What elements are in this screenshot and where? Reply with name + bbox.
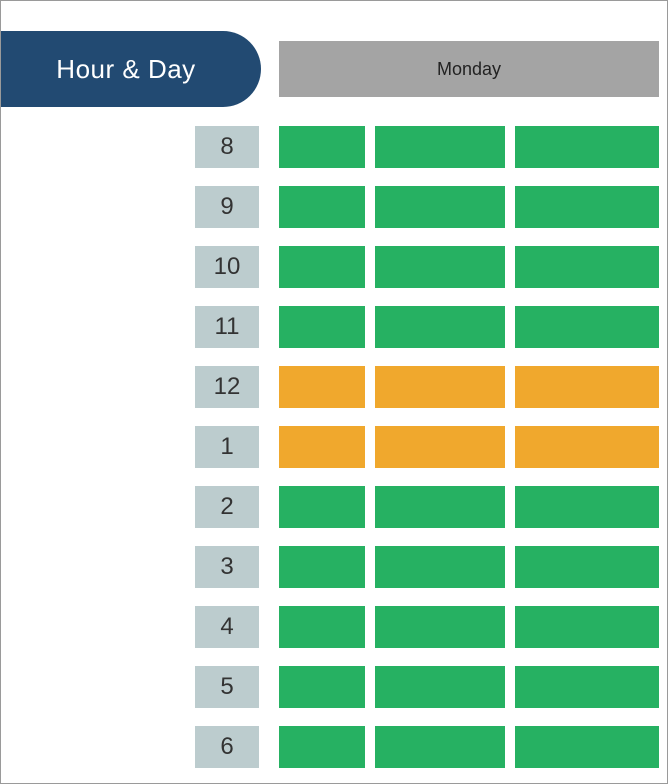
time-slot (515, 306, 659, 348)
time-slot (515, 606, 659, 648)
time-slot (279, 666, 365, 708)
time-slot (515, 246, 659, 288)
time-slot (375, 306, 505, 348)
time-slot (515, 546, 659, 588)
time-slot (515, 726, 659, 768)
time-slot (279, 426, 365, 468)
hour-cell: 4 (195, 606, 259, 648)
time-slot (375, 246, 505, 288)
schedule-row: 6 (195, 726, 659, 768)
time-slot (375, 726, 505, 768)
day-header: Monday (279, 41, 659, 97)
time-slot (375, 486, 505, 528)
time-slot (279, 606, 365, 648)
hour-cell: 10 (195, 246, 259, 288)
schedule-row: 3 (195, 546, 659, 588)
time-slot (279, 546, 365, 588)
schedule-row: 11 (195, 306, 659, 348)
schedule-row: 5 (195, 666, 659, 708)
time-slot (375, 606, 505, 648)
title-text: Hour & Day (56, 54, 195, 85)
schedule-row: 2 (195, 486, 659, 528)
time-slot (375, 546, 505, 588)
day-label: Monday (437, 59, 501, 80)
hour-cell: 9 (195, 186, 259, 228)
time-slot (375, 426, 505, 468)
time-slot (515, 366, 659, 408)
hour-cell: 12 (195, 366, 259, 408)
time-slot (279, 726, 365, 768)
hour-cell: 2 (195, 486, 259, 528)
time-slot (515, 426, 659, 468)
time-slot (375, 186, 505, 228)
schedule-row: 8 (195, 126, 659, 168)
time-slot (375, 366, 505, 408)
time-slot (279, 486, 365, 528)
title-pill: Hour & Day (0, 31, 261, 107)
time-slot (279, 306, 365, 348)
time-slot (515, 126, 659, 168)
schedule-row: 1 (195, 426, 659, 468)
time-slot (515, 666, 659, 708)
time-slot (375, 666, 505, 708)
time-slot (279, 126, 365, 168)
time-slot (279, 186, 365, 228)
schedule-frame: Hour & Day Monday 89101112123456 (0, 0, 668, 784)
time-slot (515, 486, 659, 528)
schedule-row: 12 (195, 366, 659, 408)
schedule-grid: 89101112123456 (195, 126, 659, 784)
time-slot (515, 186, 659, 228)
hour-cell: 11 (195, 306, 259, 348)
schedule-row: 9 (195, 186, 659, 228)
time-slot (375, 126, 505, 168)
hour-cell: 8 (195, 126, 259, 168)
hour-cell: 5 (195, 666, 259, 708)
hour-cell: 3 (195, 546, 259, 588)
schedule-row: 4 (195, 606, 659, 648)
time-slot (279, 366, 365, 408)
hour-cell: 6 (195, 726, 259, 768)
schedule-row: 10 (195, 246, 659, 288)
time-slot (279, 246, 365, 288)
hour-cell: 1 (195, 426, 259, 468)
